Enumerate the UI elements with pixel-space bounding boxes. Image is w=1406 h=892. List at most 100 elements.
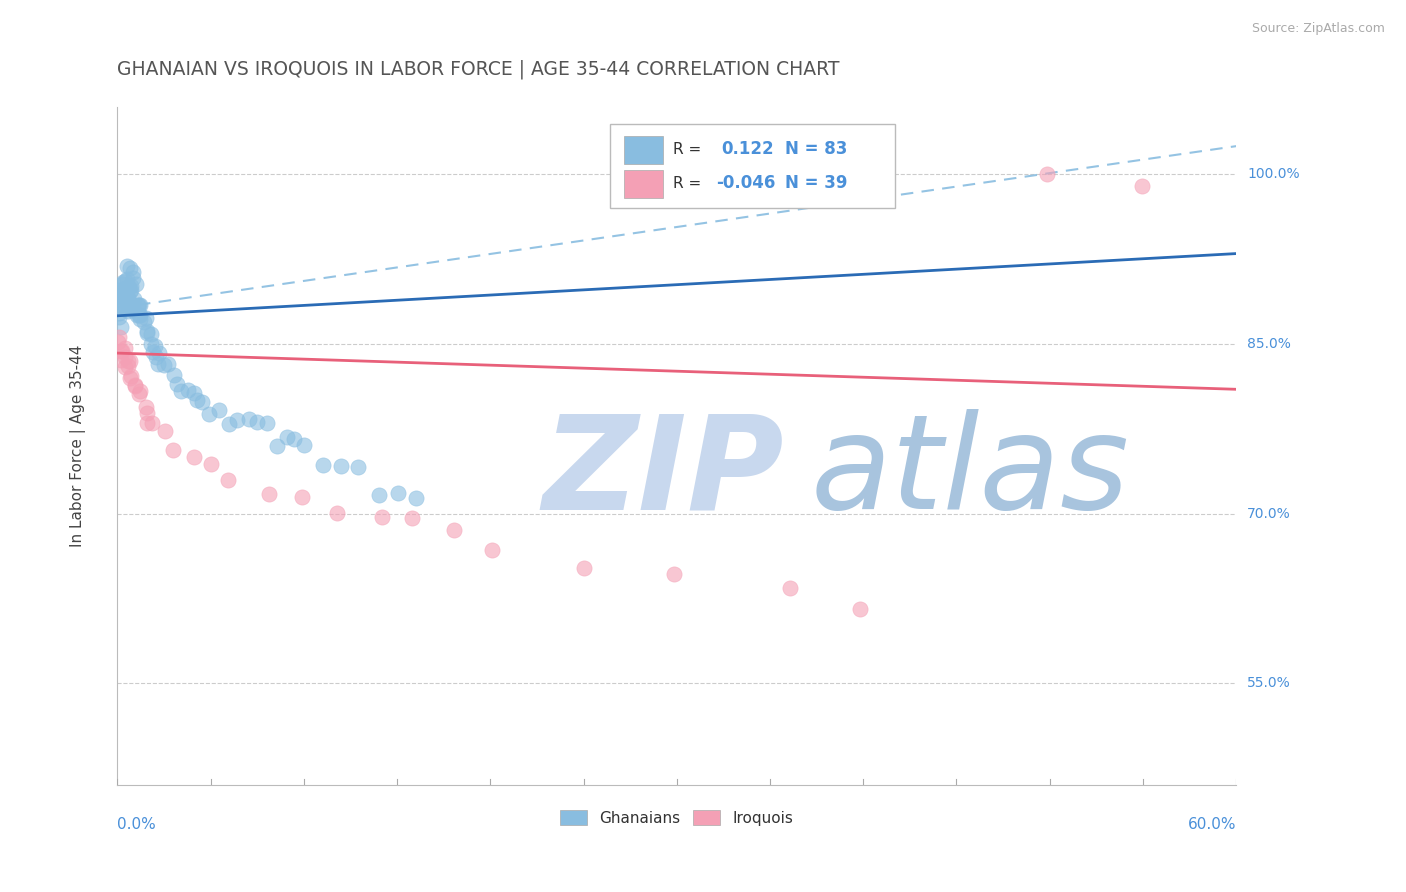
Point bbox=[371, 510, 394, 524]
Text: -0.046: -0.046 bbox=[716, 174, 775, 193]
Text: 100.0%: 100.0% bbox=[1247, 168, 1301, 181]
Point bbox=[110, 288, 132, 302]
Point bbox=[257, 487, 280, 501]
Point bbox=[218, 417, 240, 432]
Point bbox=[142, 345, 165, 359]
Point bbox=[114, 289, 136, 303]
Point bbox=[136, 406, 159, 420]
Point bbox=[110, 353, 132, 368]
Text: ZIP: ZIP bbox=[543, 409, 785, 536]
FancyBboxPatch shape bbox=[624, 169, 664, 198]
Point bbox=[170, 384, 193, 398]
Point bbox=[118, 260, 141, 275]
Point bbox=[1036, 168, 1059, 182]
Point bbox=[121, 271, 143, 285]
Point bbox=[127, 299, 149, 313]
Point bbox=[136, 324, 159, 338]
Point bbox=[108, 330, 131, 344]
Point bbox=[108, 283, 131, 297]
Point bbox=[291, 490, 314, 504]
Point bbox=[200, 458, 222, 472]
Text: In Labor Force | Age 35-44: In Labor Force | Age 35-44 bbox=[70, 344, 86, 547]
Point bbox=[111, 277, 134, 291]
Point bbox=[238, 412, 260, 426]
Point bbox=[117, 279, 139, 293]
Point bbox=[849, 602, 872, 616]
Point bbox=[162, 443, 184, 458]
Point bbox=[283, 432, 305, 446]
Point bbox=[112, 275, 135, 289]
Point bbox=[347, 460, 370, 475]
Text: Source: ZipAtlas.com: Source: ZipAtlas.com bbox=[1251, 22, 1385, 36]
Point bbox=[177, 383, 200, 397]
Point bbox=[110, 319, 132, 334]
Point bbox=[226, 413, 249, 427]
Point bbox=[387, 486, 409, 500]
Point bbox=[368, 488, 391, 502]
Point bbox=[143, 339, 166, 353]
Point bbox=[129, 384, 152, 398]
Point bbox=[128, 387, 150, 401]
Point bbox=[326, 506, 349, 520]
Text: R =: R = bbox=[673, 142, 702, 157]
Point bbox=[124, 377, 146, 392]
Point bbox=[114, 341, 136, 355]
Point bbox=[110, 298, 132, 312]
Point bbox=[114, 290, 136, 304]
Point bbox=[266, 439, 288, 453]
Point bbox=[112, 288, 135, 302]
Point bbox=[166, 377, 188, 392]
Point bbox=[256, 416, 278, 430]
Point bbox=[276, 430, 298, 444]
FancyBboxPatch shape bbox=[610, 123, 894, 209]
Point bbox=[114, 290, 136, 304]
Point bbox=[148, 346, 170, 360]
Text: 0.122: 0.122 bbox=[721, 140, 775, 158]
Point bbox=[114, 350, 136, 364]
Point bbox=[120, 284, 142, 298]
Point bbox=[114, 281, 136, 295]
Point bbox=[120, 283, 142, 297]
Point bbox=[112, 297, 135, 311]
Point bbox=[779, 581, 801, 595]
Point bbox=[191, 395, 214, 409]
Text: N = 83: N = 83 bbox=[785, 140, 848, 158]
Point bbox=[183, 450, 205, 465]
Point bbox=[107, 334, 129, 349]
Point bbox=[1130, 178, 1153, 193]
Point bbox=[118, 300, 141, 314]
Point bbox=[121, 300, 143, 314]
Point bbox=[163, 368, 186, 383]
Point bbox=[153, 358, 176, 372]
Point bbox=[108, 310, 131, 324]
Point bbox=[155, 424, 177, 438]
Point bbox=[120, 354, 142, 368]
Text: GHANAIAN VS IROQUOIS IN LABOR FORCE | AGE 35-44 CORRELATION CHART: GHANAIAN VS IROQUOIS IN LABOR FORCE | AG… bbox=[117, 60, 839, 79]
Point bbox=[122, 292, 145, 306]
Point bbox=[127, 308, 149, 322]
Point bbox=[122, 301, 145, 315]
Text: 55.0%: 55.0% bbox=[1247, 676, 1291, 690]
Point bbox=[108, 306, 131, 320]
Point bbox=[312, 458, 335, 472]
Text: N = 39: N = 39 bbox=[785, 174, 848, 193]
Point bbox=[129, 308, 152, 322]
Point bbox=[246, 415, 269, 429]
Point bbox=[121, 303, 143, 318]
Point bbox=[481, 542, 503, 557]
Point bbox=[114, 274, 136, 288]
Point bbox=[129, 298, 152, 312]
Point bbox=[156, 357, 179, 371]
Point bbox=[129, 312, 152, 326]
Point bbox=[186, 392, 208, 407]
Point bbox=[110, 343, 132, 358]
Point bbox=[292, 438, 315, 452]
Point bbox=[117, 354, 139, 368]
Text: atlas: atlas bbox=[811, 409, 1130, 536]
Point bbox=[115, 260, 138, 274]
Point bbox=[118, 370, 141, 384]
Point bbox=[141, 337, 163, 351]
Point bbox=[122, 265, 145, 279]
Point bbox=[117, 359, 139, 374]
Point bbox=[145, 351, 167, 365]
